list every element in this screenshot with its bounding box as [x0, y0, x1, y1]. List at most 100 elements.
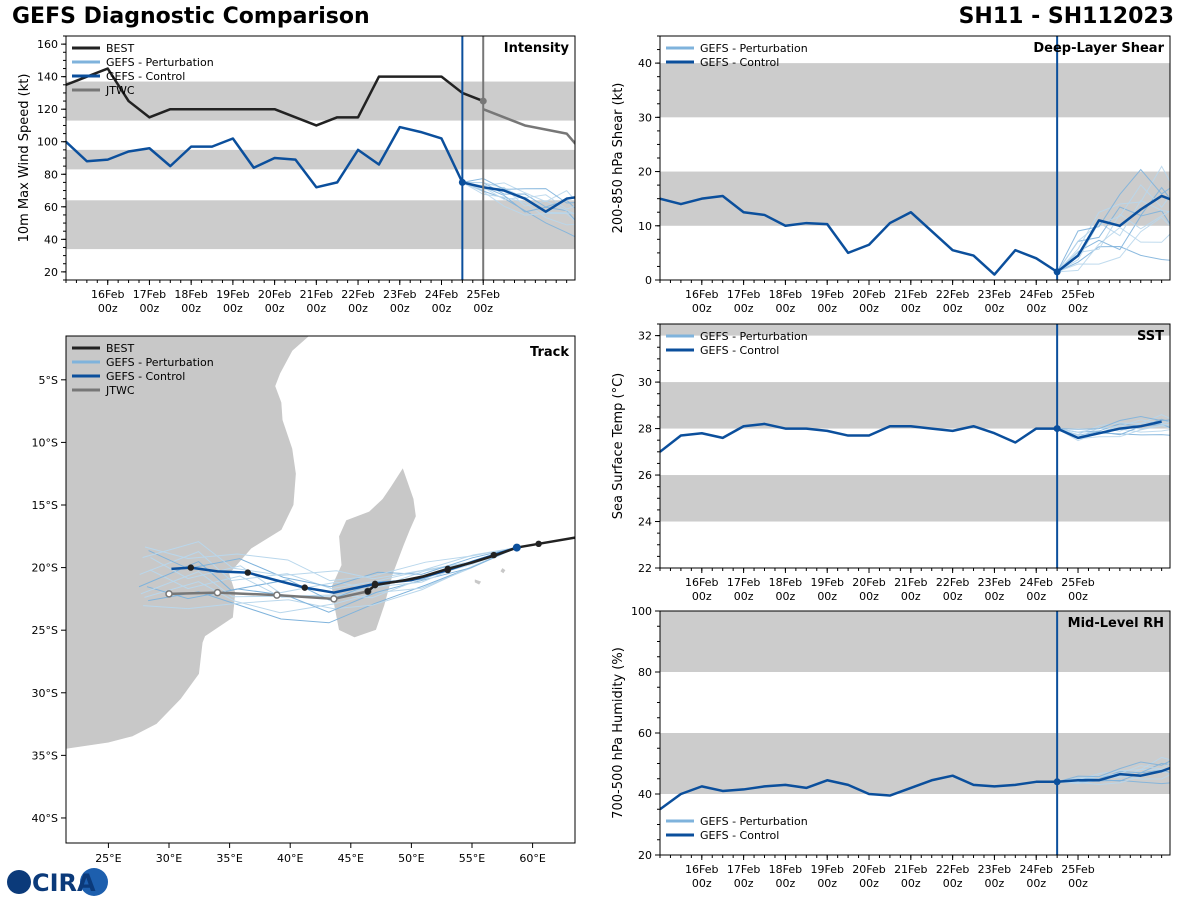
intensity-xtick-label: 22Feb 00z: [341, 288, 374, 315]
track-ytick-label: 20°S: [32, 562, 58, 575]
shear-xtick-date: 18Feb: [769, 288, 802, 301]
rh-xtick-date: 16Feb: [685, 863, 718, 876]
track-title: Track: [530, 345, 569, 360]
track-xtick-label: 40°E: [277, 852, 303, 865]
track-ytick-label: 25°S: [32, 624, 58, 637]
intensity-ytick-label: 80: [44, 168, 58, 181]
rh-xtick-hour: 00z: [859, 877, 879, 890]
track-control-marker: [244, 569, 251, 576]
shear-xtick-hour: 00z: [943, 302, 963, 315]
intensity-ytick-label: 20: [44, 266, 58, 279]
sst-xtick-hour: 00z: [692, 590, 712, 603]
intensity-perturbation-member: [462, 181, 575, 222]
intensity-init-marker: [458, 178, 466, 186]
track-axes-frame: [65, 335, 576, 844]
rh-perturbation-member: [1057, 769, 1170, 783]
rh-xtick-hour: 00z: [1026, 877, 1046, 890]
intensity-xtick-label: 23Feb 00z: [383, 288, 416, 315]
shear-xtick-date: 17Feb: [727, 288, 760, 301]
shear-plot-area: [660, 36, 1170, 280]
rh-xtick-label: 25Feb 00z: [1061, 863, 1094, 890]
rh-xtick-date: 20Feb: [852, 863, 885, 876]
sst-xtick-hour: 00z: [985, 590, 1005, 603]
rh-perturbation-member: [1057, 779, 1170, 785]
intensity-legend-label: BEST: [106, 42, 134, 55]
track-land-mauritius: [499, 567, 507, 575]
intensity-xtick-hour: 00z: [265, 302, 285, 315]
sst-title: SST: [1137, 329, 1164, 344]
shear-perturbation-member: [1056, 246, 1170, 273]
sst-xtick-hour: 00z: [1068, 590, 1088, 603]
track-perturbation-member: [148, 547, 517, 588]
shear-perturbation-member: [1057, 226, 1170, 273]
track-best-marker: [371, 581, 379, 589]
sst-xtick-label: 22Feb 00z: [936, 576, 969, 603]
sst-ytick-label: 22: [638, 562, 652, 575]
shear-legend-label: GEFS - Perturbation: [700, 42, 808, 55]
sst-xtick-label: 24Feb 00z: [1019, 576, 1052, 603]
track-xtick-label: 50°E: [398, 852, 424, 865]
rh-xtick-date: 25Feb: [1061, 863, 1094, 876]
intensity-legend-label: GEFS - Control: [106, 70, 185, 83]
rh-perturbation-member: [1057, 771, 1170, 786]
intensity-perturbation-member: [462, 181, 575, 210]
shear-xtick-date: 20Feb: [852, 288, 885, 301]
sst-xtick-label: 17Feb 00z: [727, 576, 760, 603]
shear-ytick-label: 0: [645, 274, 652, 287]
rh-init-marker: [1053, 778, 1061, 786]
shear-xtick-date: 23Feb: [978, 288, 1011, 301]
sst-band: [660, 475, 1170, 522]
rh-ytick-label: 20: [638, 849, 652, 862]
shear-ytick-label: 30: [638, 111, 652, 124]
sst-perturbation-member: [1056, 423, 1170, 436]
rh-ylabel: 700-500 hPa Humidity (%): [611, 647, 626, 819]
intensity-ytick-label: 160: [37, 38, 58, 51]
intensity-xtick-label: 25Feb 00z: [466, 288, 499, 315]
shear-xtick-hour: 00z: [734, 302, 754, 315]
shear-init-marker: [1053, 268, 1061, 276]
sst-xtick-date: 23Feb: [978, 576, 1011, 589]
sst-xtick-label: 23Feb 00z: [978, 576, 1011, 603]
shear-perturbation-member: [1056, 216, 1170, 273]
intensity-xtick-hour: 00z: [390, 302, 410, 315]
sst-xtick-date: 22Feb: [936, 576, 969, 589]
rh-xtick-date: 21Feb: [894, 863, 927, 876]
sst-perturbation-member: [1056, 425, 1170, 440]
intensity-xtick-hour: 00z: [473, 302, 493, 315]
rh-xtick-hour: 00z: [734, 877, 754, 890]
rh-xtick-label: 21Feb 00z: [894, 863, 927, 890]
intensity-ytick-label: 120: [37, 103, 58, 116]
rh-xtick-label: 16Feb 00z: [685, 863, 718, 890]
rh-xtick-label: 24Feb 00z: [1019, 863, 1052, 890]
shear-ylabel: 200-850 hPa Shear (kt): [611, 83, 626, 234]
shear-xtick-hour: 00z: [1026, 302, 1046, 315]
intensity-legend-label: GEFS - Perturbation: [106, 56, 214, 69]
track-legend-label: GEFS - Control: [106, 370, 185, 383]
intensity-band: [66, 149, 575, 170]
intensity-xtick-label: 17Feb 00z: [133, 288, 166, 315]
shear-perturbation-member: [1056, 186, 1170, 273]
shear-xtick-label: 19Feb 00z: [810, 288, 843, 315]
rh-xtick-date: 18Feb: [769, 863, 802, 876]
rh-band: [660, 733, 1170, 794]
track-xtick-label: 55°E: [459, 852, 485, 865]
sst-ytick-label: 26: [638, 469, 652, 482]
shear-xtick-label: 18Feb 00z: [769, 288, 802, 315]
sst-xtick-hour: 00z: [1026, 590, 1046, 603]
rh-xtick-label: 23Feb 00z: [978, 863, 1011, 890]
intensity-perturbation-member: [462, 181, 575, 215]
intensity-xtick-hour: 00z: [348, 302, 368, 315]
cira-seal-icon: [80, 868, 108, 896]
intensity-perturbation-member: [462, 181, 575, 221]
sst-xtick-hour: 00z: [859, 590, 879, 603]
track-xtick-label: 35°E: [216, 852, 242, 865]
intensity-perturbation-member: [462, 181, 575, 209]
track-control-marker: [301, 584, 308, 591]
shear-perturbation-member: [1056, 210, 1170, 273]
rh-ytick-label: 80: [638, 666, 652, 679]
intensity-xtick-date: 21Feb: [300, 288, 333, 301]
rh-xtick-date: 24Feb: [1019, 863, 1052, 876]
sst-legend-label: GEFS - Perturbation: [700, 330, 808, 343]
rh-xtick-date: 17Feb: [727, 863, 760, 876]
rh-perturbation-member: [1057, 756, 1170, 783]
